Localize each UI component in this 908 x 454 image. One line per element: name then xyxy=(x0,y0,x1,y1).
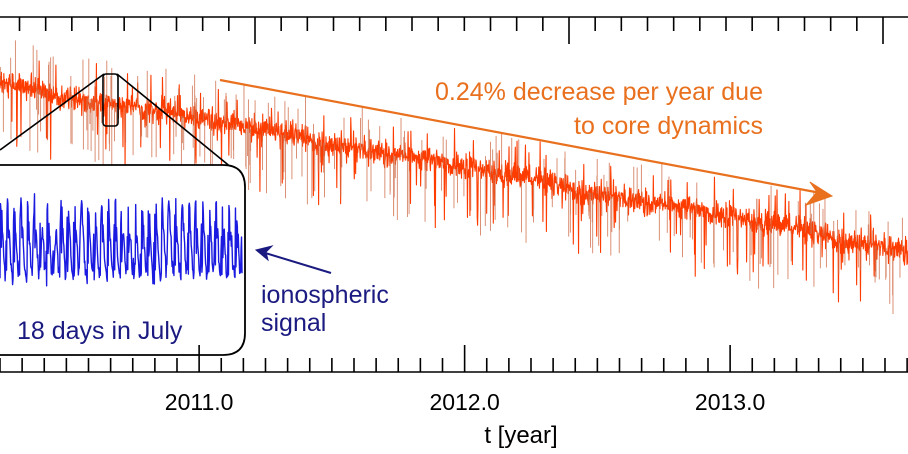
zoom-connector-left xyxy=(0,73,105,151)
trend-label-line2: to core dynamics xyxy=(574,112,763,140)
x-tick-label: 2011.0 xyxy=(165,389,234,415)
main-signal-series xyxy=(0,40,908,315)
ionospheric-arrow-head xyxy=(254,245,274,262)
top-axis xyxy=(0,16,908,44)
trend-annotation: 0.24% decrease per year due to core dyna… xyxy=(219,78,834,207)
x-axis-tick-labels: 2011.0 2012.0 2013.0 xyxy=(165,389,765,415)
main-signal-spikes xyxy=(0,40,903,315)
x-axis-title: t [year] xyxy=(484,422,557,449)
inset-label: 18 days in July xyxy=(17,317,183,345)
ionospheric-annotation: ionospheric signal xyxy=(254,245,389,337)
top-axis-ticks xyxy=(18,17,884,44)
zoom-indicator xyxy=(0,73,233,169)
x-tick-label: 2012.0 xyxy=(429,389,499,415)
inset-signal-series xyxy=(0,193,243,287)
trend-label-line1: 0.24% decrease per year due xyxy=(435,78,763,106)
zoom-window-rect xyxy=(102,73,119,127)
ionospheric-label-line2: signal xyxy=(261,309,326,337)
ionospheric-label-line1: ionospheric xyxy=(261,281,389,309)
ionospheric-arrow-shaft xyxy=(261,251,332,274)
inset-panel: 18 days in July xyxy=(0,164,246,356)
inset-signal-line xyxy=(0,193,243,287)
x-axis-ticks xyxy=(0,345,908,372)
zoom-connector-right xyxy=(116,73,233,169)
x-axis: 2011.0 2012.0 2013.0 t [year] xyxy=(0,345,908,449)
x-tick-label: 2013.0 xyxy=(695,389,765,415)
trend-arrow-shaft xyxy=(219,78,827,196)
main-signal-line xyxy=(0,60,908,303)
trend-arrow-head xyxy=(804,181,834,207)
